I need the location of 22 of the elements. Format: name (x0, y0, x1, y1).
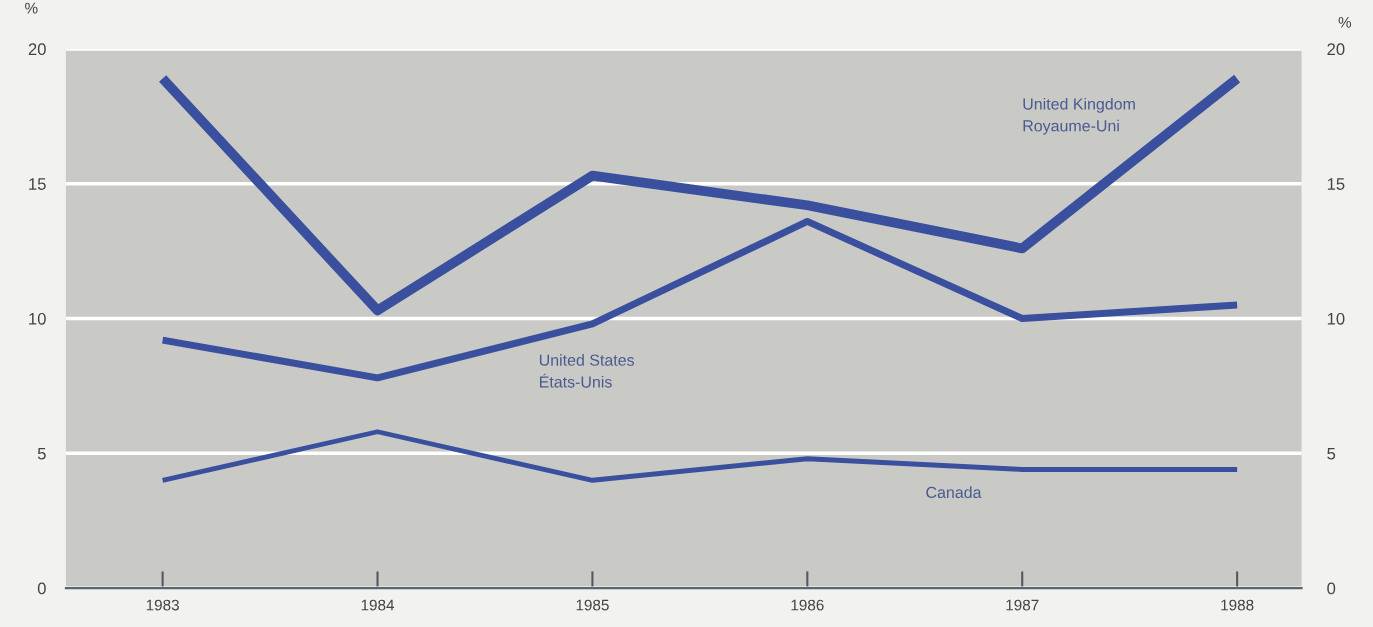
x-tick-label: 1983 (146, 599, 179, 611)
x-tick-label: 1988 (1221, 599, 1254, 611)
line-series (160, 429, 1240, 483)
y2-tick-label: 0 (1327, 582, 1336, 595)
y-tick-label: 20 (28, 43, 46, 56)
x-tick-label: 1984 (361, 599, 395, 611)
y2-tick-label: 5 (1327, 447, 1336, 460)
y2-tick-label: 20 (1327, 43, 1345, 56)
y-axis-title: % (25, 2, 38, 14)
series-label: Canada (926, 486, 982, 499)
y2-tick-label: 15 (1327, 178, 1345, 190)
x-tick-label: 1987 (1006, 599, 1039, 611)
y2-axis-title: % (1338, 17, 1352, 28)
y-tick-label: 5 (37, 447, 46, 460)
x-tick-label: 1986 (791, 599, 824, 611)
y-tick-label: 0 (37, 582, 46, 595)
y-tick-label: 10 (29, 312, 46, 325)
series-label: United States États-Unis (539, 354, 635, 388)
y2-tick-label: 10 (1327, 312, 1345, 325)
y-tick-label: 15 (29, 178, 46, 190)
x-tick-label: 1985 (576, 599, 609, 611)
series-label: United Kingdom Royaume-Uni (1023, 97, 1135, 135)
